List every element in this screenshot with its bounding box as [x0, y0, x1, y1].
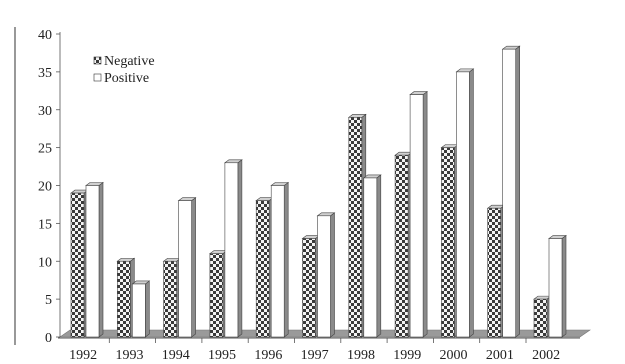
bar-negative-1993: [116, 257, 136, 338]
y-tick-label: 30: [38, 104, 52, 119]
bar-positive-1998: [362, 174, 382, 338]
legend: Negative Positive: [93, 54, 155, 86]
y-tick-label: 20: [38, 180, 52, 195]
bar-negative-1998: [347, 113, 367, 338]
legend-label-negative: Negative: [104, 54, 155, 69]
bar-negative-1997: [301, 234, 321, 338]
bar-positive-2001: [501, 45, 521, 338]
legend-swatch-positive: [93, 73, 102, 82]
bar-positive-2002: [548, 234, 567, 338]
legend-item-negative: Negative: [93, 54, 155, 69]
legend-label-positive: Positive: [104, 71, 149, 86]
bar-negative-1996: [255, 197, 275, 338]
bar-positive-1999: [409, 90, 429, 338]
bar-negative-2002: [533, 295, 552, 338]
x-tick-label: 2001: [486, 348, 514, 363]
x-tick-label: 2000: [440, 348, 468, 363]
x-tick-label: 1996: [254, 348, 282, 363]
legend-swatch-negative: [93, 56, 102, 65]
x-tick-label: 1999: [393, 348, 421, 363]
x-tick-label: 2002: [532, 348, 560, 363]
bar-negative-2001: [486, 204, 506, 338]
bar-negative-1992: [70, 189, 89, 338]
bar-negative-1999: [394, 151, 414, 338]
x-tick-label: 1994: [162, 348, 190, 363]
y-tick-label: 5: [45, 293, 52, 308]
bar-positive-1993: [131, 280, 151, 338]
y-axis: 0 5 10 15 20 25 30 35 40: [38, 28, 61, 346]
y-tick-label: 10: [38, 255, 52, 270]
y-tick-label: 25: [38, 142, 52, 157]
bar-positive-1997: [316, 212, 336, 338]
x-tick-label: 1997: [301, 348, 329, 363]
y-tick-label: 0: [45, 331, 52, 346]
bar-positive-2000: [455, 68, 475, 338]
bar-negative-1994: [162, 257, 182, 338]
y-tick-label: 35: [38, 66, 52, 81]
bar-positive-1994: [177, 197, 197, 338]
bar-positive-1996: [270, 181, 290, 338]
y-tick-label: 40: [38, 28, 52, 43]
bar-negative-1995: [208, 250, 228, 338]
y-tick-label: 15: [38, 217, 52, 232]
x-tick-label: 1993: [115, 348, 143, 363]
bar-negative-2000: [440, 144, 460, 338]
bar-positive-1995: [223, 159, 243, 338]
x-tick-labels: 1992 1993 1994 1995 1996 1997 1998 1999 2000 2001…: [69, 338, 560, 363]
bars: [70, 45, 567, 338]
legend-item-positive: Positive: [93, 71, 149, 86]
x-tick-label: 1995: [208, 348, 236, 363]
bar-positive-1992: [85, 181, 104, 338]
x-tick-label: 1992: [69, 348, 97, 363]
x-tick-label: 1998: [347, 348, 375, 363]
